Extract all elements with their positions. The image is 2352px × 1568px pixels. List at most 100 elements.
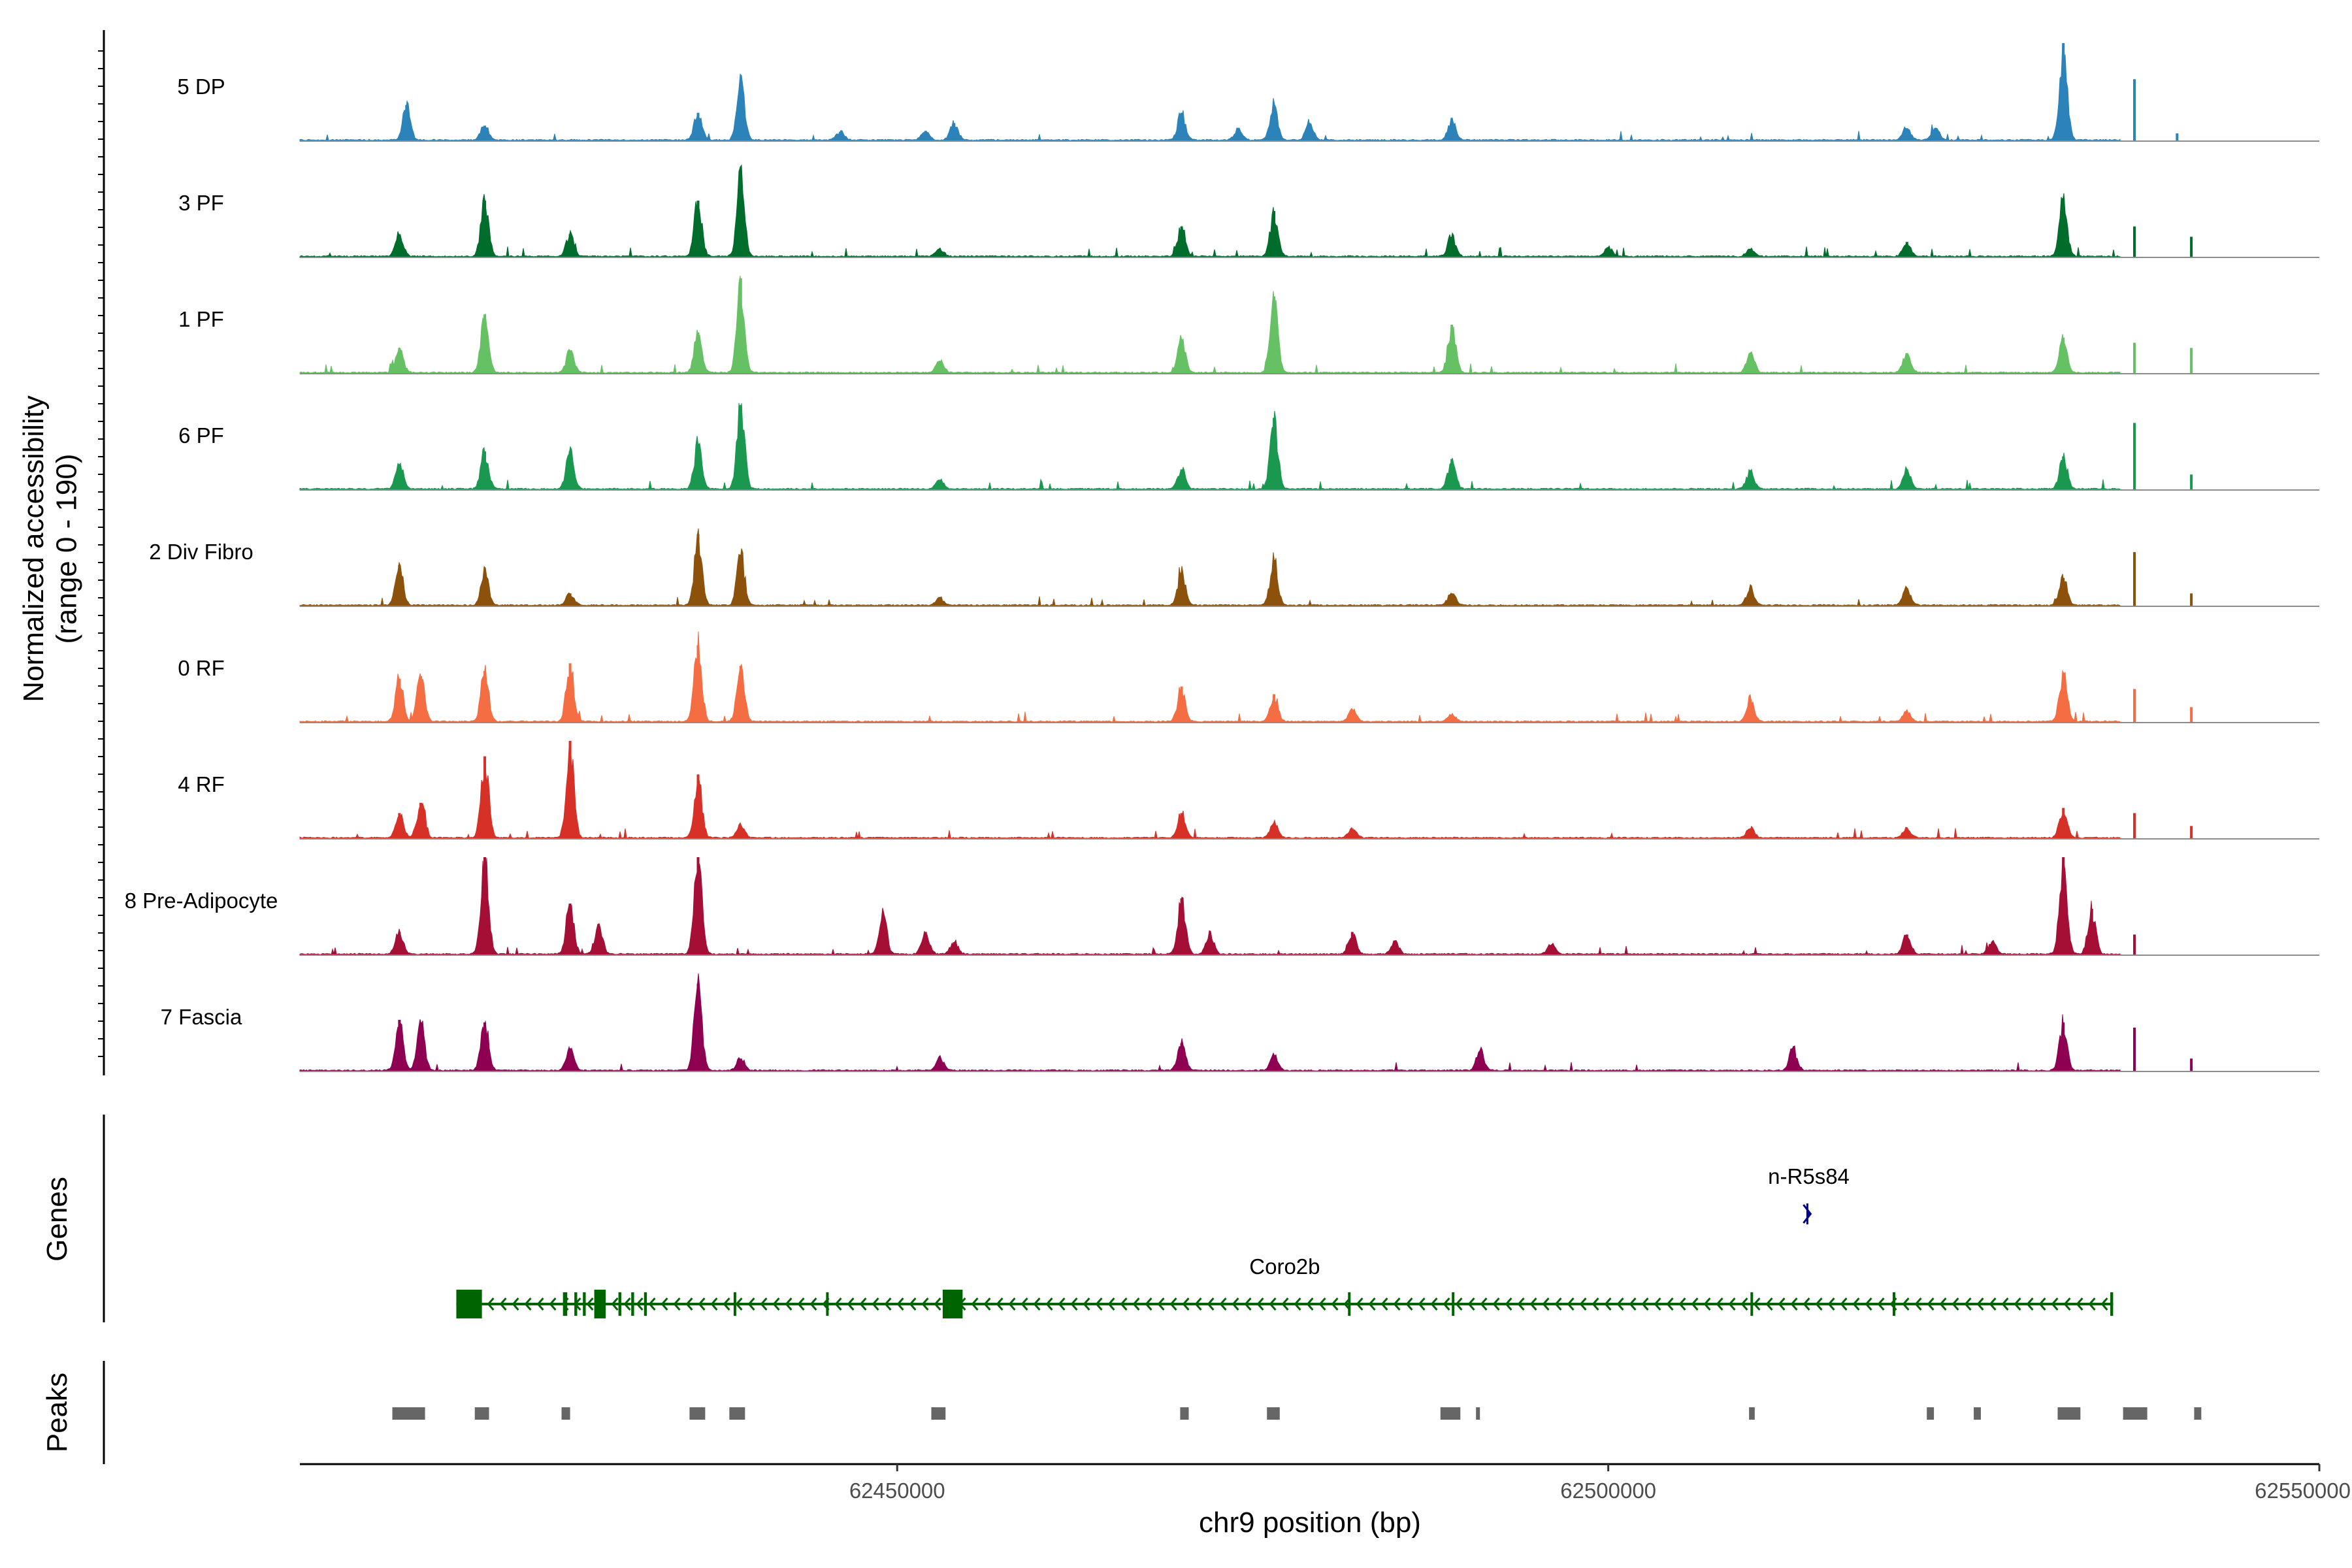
strand-chevron bbox=[834, 1298, 842, 1311]
strand-chevron bbox=[1232, 1298, 1239, 1311]
gene-exon bbox=[826, 1292, 829, 1316]
gene-exon bbox=[456, 1290, 482, 1318]
strand-chevron bbox=[2038, 1298, 2046, 1311]
strand-chevron bbox=[698, 1298, 706, 1311]
strand-chevron bbox=[1455, 1298, 1463, 1311]
strand-chevron bbox=[2063, 1298, 2071, 1311]
strand-chevron bbox=[909, 1298, 917, 1311]
strand-chevron bbox=[1393, 1298, 1401, 1311]
strand-chevron bbox=[2051, 1298, 2059, 1311]
coverage-area bbox=[299, 42, 2121, 142]
strand-chevron bbox=[797, 1298, 805, 1311]
strand-chevron bbox=[896, 1298, 904, 1311]
gene-coro2b: Coro2b bbox=[456, 1254, 2114, 1318]
track-label: 7 Fascia bbox=[161, 1005, 242, 1029]
coverage-area bbox=[299, 275, 2121, 374]
strand-chevron bbox=[1567, 1298, 1575, 1311]
strand-chevron bbox=[1902, 1298, 1910, 1311]
strand-chevron bbox=[2014, 1298, 2021, 1311]
peak-region bbox=[1267, 1407, 1280, 1420]
strand-chevron bbox=[1120, 1298, 1128, 1311]
strand-chevron bbox=[1492, 1298, 1500, 1311]
strand-chevron bbox=[499, 1298, 507, 1311]
strand-chevron bbox=[884, 1298, 892, 1311]
peak-region bbox=[392, 1407, 425, 1420]
track-label: 1 PF bbox=[178, 307, 224, 331]
strand-chevron bbox=[1803, 1298, 1810, 1311]
strand-chevron bbox=[1244, 1298, 1252, 1311]
strand-chevron bbox=[623, 1298, 631, 1311]
gene-exon bbox=[1750, 1292, 1754, 1316]
strand-chevron bbox=[1368, 1298, 1376, 1311]
strand-chevron bbox=[2026, 1298, 2034, 1311]
strand-chevron bbox=[710, 1298, 718, 1311]
coverage-y-axis-ticks bbox=[98, 50, 104, 1057]
peak-region bbox=[2123, 1407, 2148, 1420]
strand-chevron bbox=[1083, 1298, 1090, 1311]
strand-chevron bbox=[1865, 1298, 1872, 1311]
peak-region bbox=[1927, 1407, 1935, 1420]
strand-chevron bbox=[1579, 1298, 1587, 1311]
strand-chevron bbox=[1021, 1298, 1028, 1311]
strand-chevron bbox=[1207, 1298, 1215, 1311]
strand-chevron bbox=[1306, 1298, 1314, 1311]
gene-label: n-R5s84 bbox=[1768, 1164, 1850, 1188]
strand-chevron bbox=[1356, 1298, 1364, 1311]
gene-exon bbox=[574, 1292, 578, 1316]
strand-chevron bbox=[1554, 1298, 1562, 1311]
strand-chevron bbox=[1418, 1298, 1426, 1311]
strand-chevron bbox=[1033, 1298, 1041, 1311]
strand-chevron bbox=[1927, 1298, 1935, 1311]
strand-chevron bbox=[1058, 1298, 1066, 1311]
track-5-dp: 5 DP bbox=[177, 42, 2319, 142]
strand-chevron bbox=[809, 1298, 817, 1311]
track-3-pf: 3 PF bbox=[178, 164, 2319, 258]
strand-chevron bbox=[1654, 1298, 1661, 1311]
coverage-tracks: 5 DP 3 PF 1 PF 6 PF 2 Div Fibro 0 RF 4 RF 8 Pre… bbox=[125, 42, 2319, 1072]
coverage-area bbox=[299, 528, 2121, 607]
strand-chevron bbox=[1008, 1298, 1016, 1311]
peak-region bbox=[1180, 1407, 1189, 1420]
strand-chevron bbox=[1256, 1298, 1264, 1311]
strand-chevron bbox=[1281, 1298, 1289, 1311]
strand-chevron bbox=[1989, 1298, 1997, 1311]
strand-chevron bbox=[1517, 1298, 1525, 1311]
strand-chevron bbox=[1542, 1298, 1550, 1311]
strand-chevron bbox=[1641, 1298, 1649, 1311]
gene-exon bbox=[942, 1290, 963, 1318]
strand-chevron bbox=[847, 1298, 855, 1311]
strand-chevron bbox=[735, 1298, 743, 1311]
peak-region bbox=[689, 1407, 706, 1420]
strand-chevron bbox=[1827, 1298, 1835, 1311]
track-4-rf: 4 RF bbox=[178, 740, 2319, 840]
strand-chevron bbox=[1169, 1298, 1177, 1311]
genes-track-title: Genes bbox=[41, 1177, 73, 1262]
peak-region bbox=[1974, 1407, 1981, 1420]
track-label: 6 PF bbox=[178, 423, 224, 448]
strand-chevron bbox=[661, 1298, 668, 1311]
strand-chevron bbox=[611, 1298, 619, 1311]
strand-chevron bbox=[1405, 1298, 1413, 1311]
x-axis-ticks: 62450000 62500000 62550000 bbox=[849, 1464, 2351, 1503]
strand-chevron bbox=[872, 1298, 879, 1311]
strand-chevron bbox=[1480, 1298, 1488, 1311]
strand-chevron bbox=[2088, 1298, 2096, 1311]
peak-region bbox=[1749, 1407, 1755, 1420]
coverage-area bbox=[299, 402, 2121, 491]
strand-chevron bbox=[971, 1298, 979, 1311]
strand-chevron bbox=[636, 1298, 644, 1311]
coverage-area bbox=[299, 973, 2121, 1072]
strand-chevron bbox=[1691, 1298, 1699, 1311]
coverage-area bbox=[299, 740, 2121, 840]
strand-chevron bbox=[1852, 1298, 1860, 1311]
strand-chevron bbox=[1592, 1298, 1599, 1311]
peak-region bbox=[474, 1407, 489, 1420]
track-label: 3 PF bbox=[178, 191, 224, 215]
strand-chevron bbox=[1877, 1298, 1885, 1311]
track-6-pf: 6 PF bbox=[178, 402, 2319, 491]
strand-chevron bbox=[648, 1298, 656, 1311]
strand-chevron bbox=[1294, 1298, 1301, 1311]
gene-exon bbox=[733, 1292, 736, 1316]
strand-chevron bbox=[1815, 1298, 1823, 1311]
